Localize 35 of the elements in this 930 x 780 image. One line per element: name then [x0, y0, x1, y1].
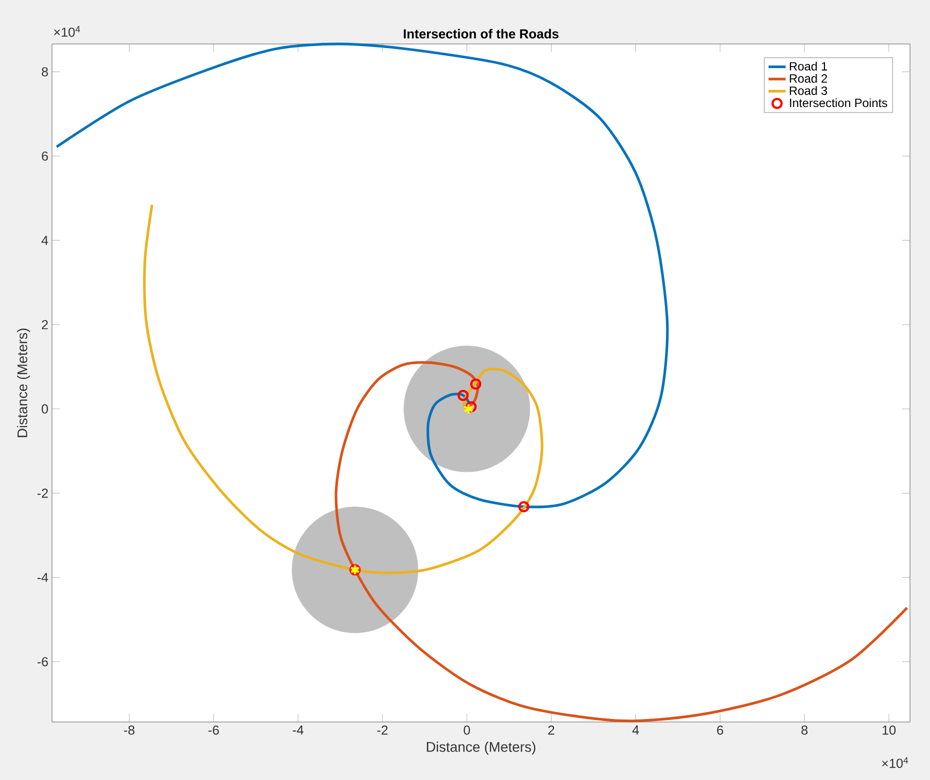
y-tick-label: -4: [37, 572, 48, 582]
x-tick-label: -2: [377, 726, 388, 735]
legend-label: Road 1: [790, 62, 828, 71]
point: [457, 390, 469, 402]
y-tick-label: -2: [37, 488, 48, 498]
y-tick-label: -6: [37, 657, 48, 666]
legend-label: Road 3: [790, 86, 828, 95]
chart-title: Intersection of the Roads: [404, 28, 558, 38]
point: [464, 403, 474, 415]
point: [465, 401, 477, 412]
x-tick-label: -6: [208, 726, 219, 735]
x-tick-label: -4: [292, 726, 304, 734]
x-tick-label: 10: [882, 726, 896, 735]
point: [518, 501, 530, 512]
x-tick-label: 4: [632, 726, 639, 734]
line-series: [334, 361, 908, 722]
legend-label: Intersection Points: [790, 98, 888, 108]
y-tick-label: 0: [42, 404, 48, 414]
y-tick-label: 4: [42, 236, 48, 245]
point: [470, 378, 482, 390]
x-tick-label: 6: [717, 726, 724, 735]
y-tick-label: 2: [42, 320, 48, 330]
text: ×10$^{4}$: [54, 26, 80, 37]
y-tick-label: 6: [42, 151, 48, 161]
legend-label: Road 2: [790, 74, 827, 83]
y-tick-label: 8: [42, 67, 48, 76]
x-axis-title: Distance (Meters): [426, 742, 536, 755]
text: ×10$^{4}$: [882, 757, 908, 768]
x-tick-label: -8: [124, 726, 134, 735]
y-axis-title: Distance (Meters): [16, 328, 30, 438]
x-tick-label: 8: [801, 726, 808, 735]
line-series: [143, 204, 544, 574]
x-tick-label: 0: [464, 726, 470, 735]
x-tick-label: 2: [548, 726, 554, 735]
line-series: [55, 42, 669, 508]
